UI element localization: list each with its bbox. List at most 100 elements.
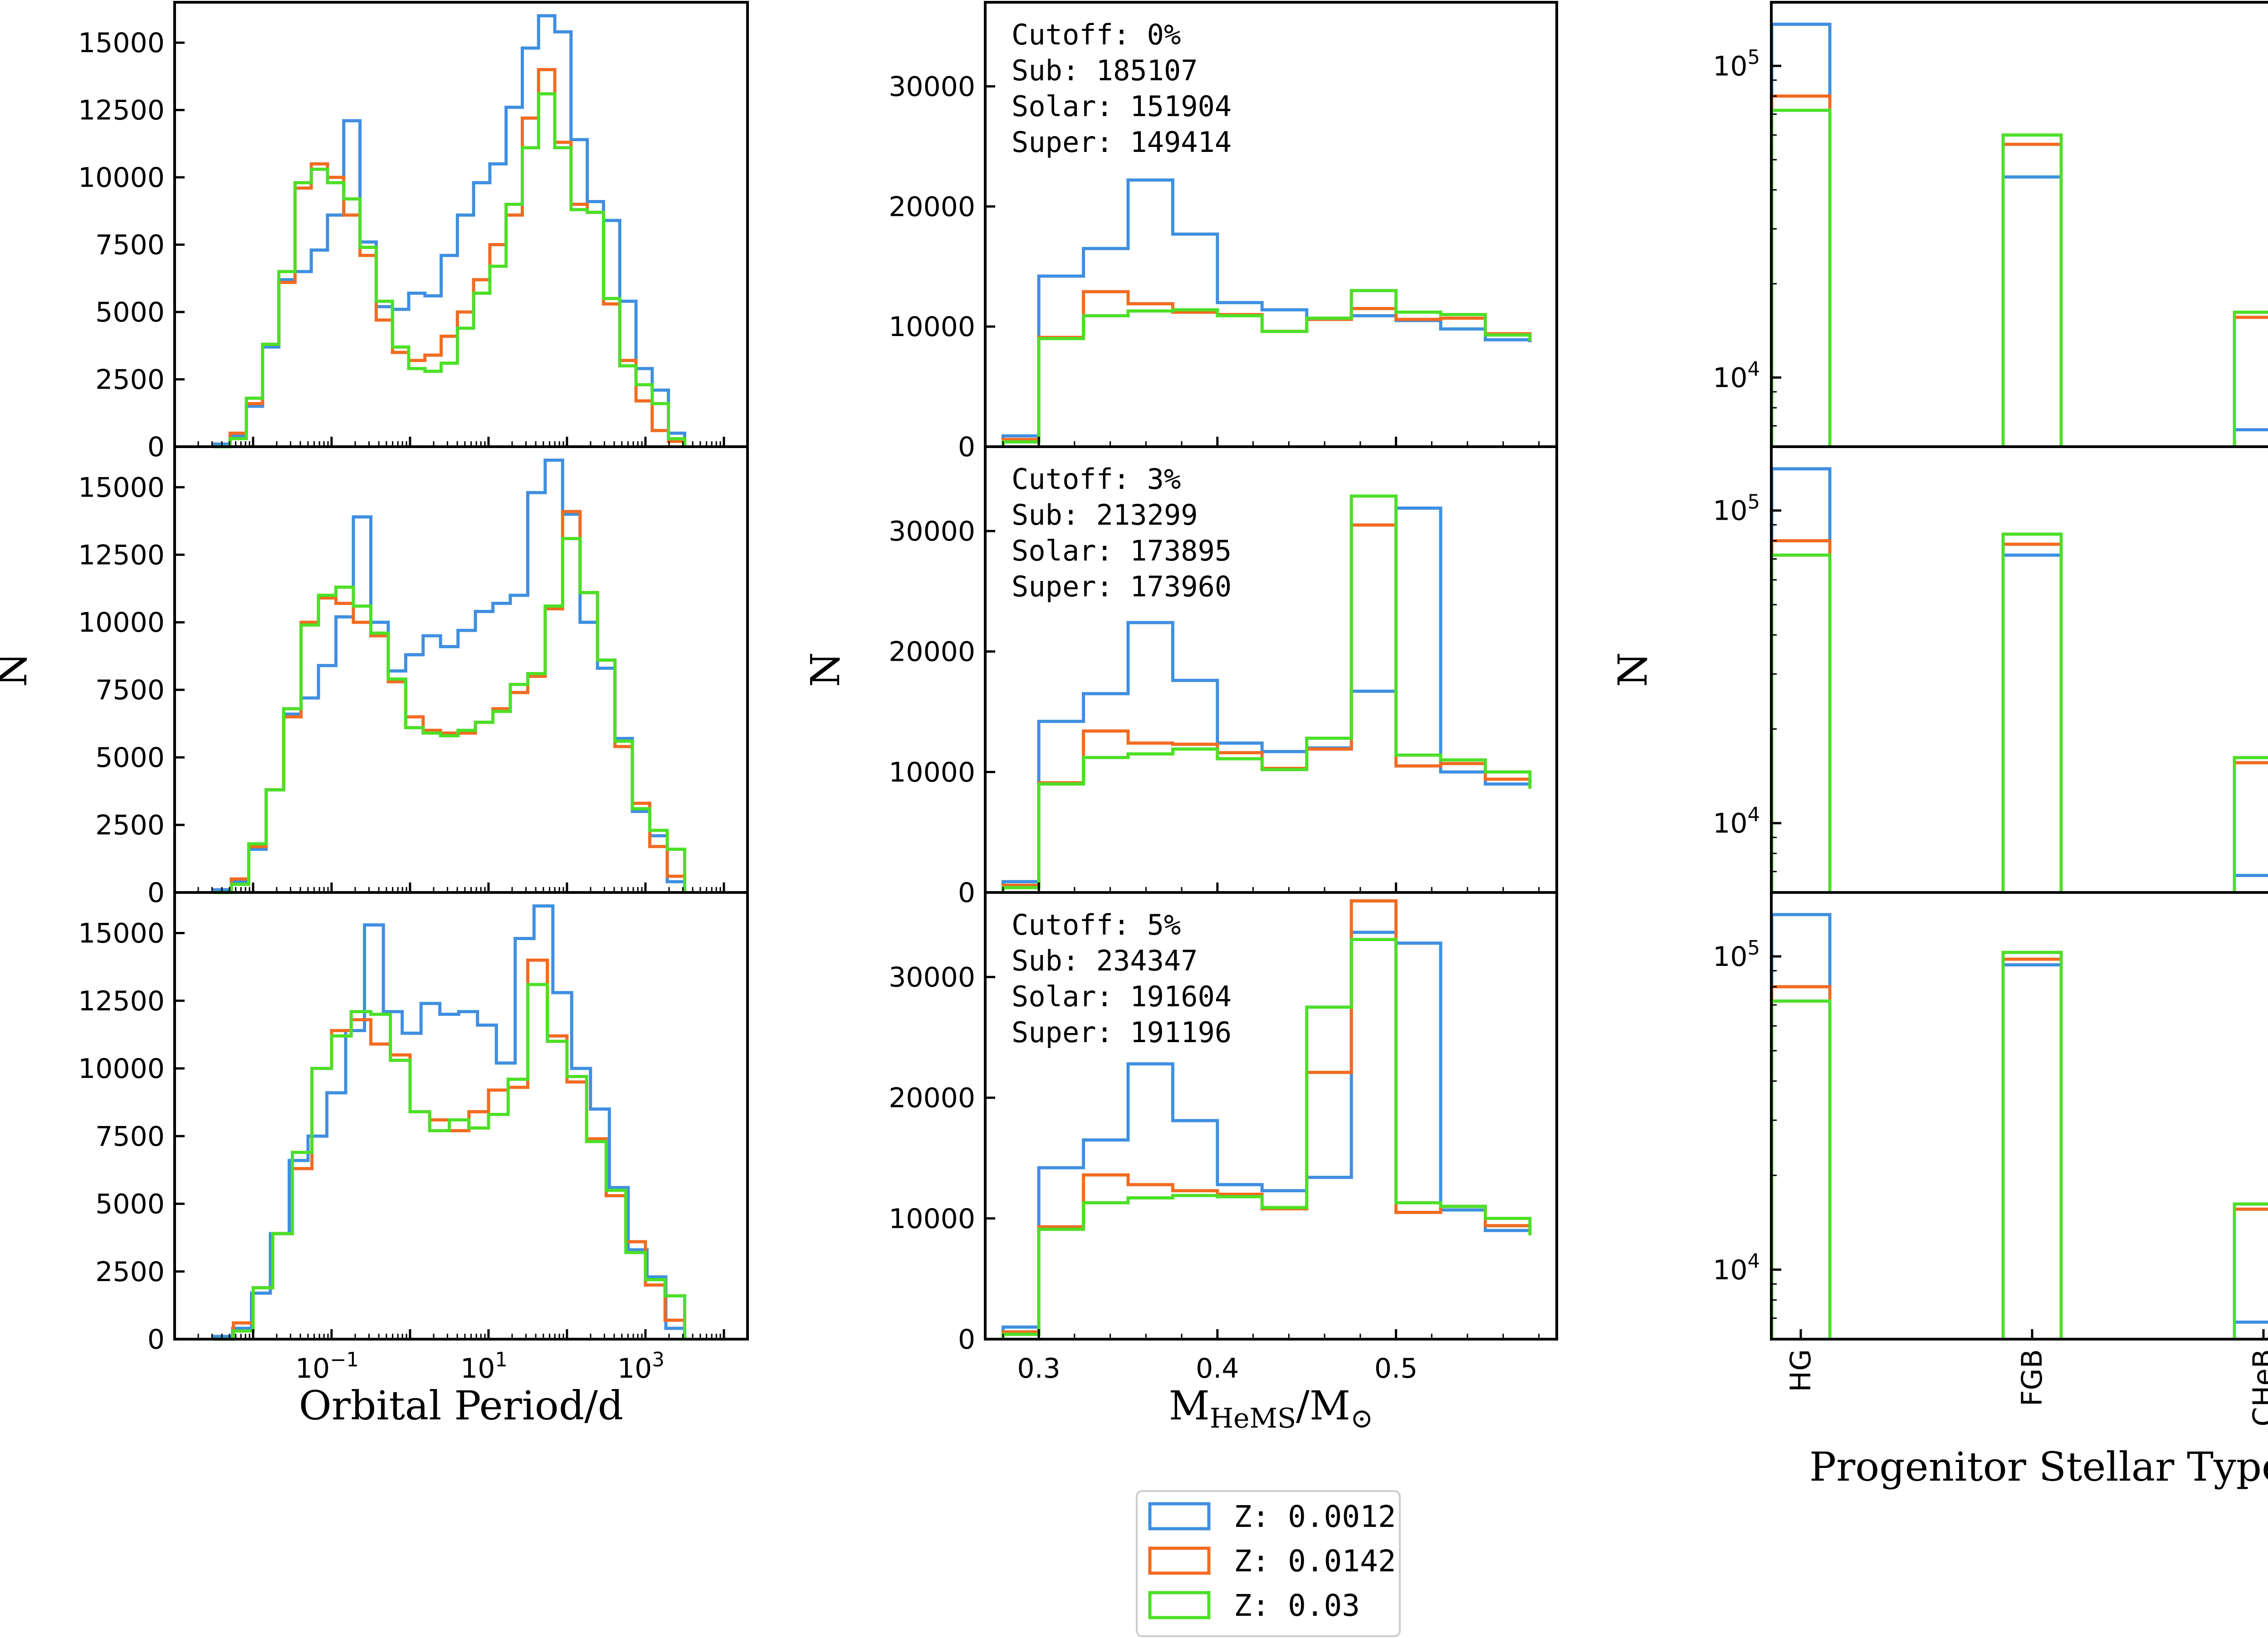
bar-FGB-Z00012 (2001, 175, 2063, 447)
panel-mass-cutoff-5: 0 10000 20000 30000 0.3 0.4 0.5 Cutoff: 5%Sub: … (889, 891, 1558, 1434)
y-tick-label: 12500 (78, 95, 165, 127)
y-tick-label: 2500 (95, 1256, 165, 1288)
annotation-line: Cutoff: 3% (1012, 463, 1181, 496)
series-line-Z00012 (212, 458, 686, 892)
series-line-Z00012 (1001, 507, 1532, 892)
x-tick-label: 0.3 (1017, 1353, 1060, 1384)
y-tick-label: 30000 (889, 516, 975, 547)
bar-CHeB-Z00012 (2233, 428, 2268, 447)
y-tick-label: 104 (1713, 1250, 1760, 1286)
y-tick-label: 5000 (95, 297, 165, 328)
annotation-line: Sub: 234347 (1012, 944, 1198, 977)
legend-label: Z: 0.0142 (1234, 1544, 1396, 1579)
y-axis-label: N (802, 652, 849, 687)
axes-frame (1770, 445, 2268, 894)
series-line-Z00142 (214, 68, 686, 448)
bar-CHeB-Z003 (2233, 1202, 2268, 1339)
bar-CHeB-Z00142 (2233, 761, 2268, 892)
y-tick-label: 30000 (889, 961, 975, 993)
x-tick-label-FGB: FGB (2015, 1349, 2048, 1406)
x-tick-label: 0.5 (1374, 1353, 1418, 1384)
y-axis-label: N (0, 652, 36, 687)
annotation-line: Cutoff: 0% (1012, 18, 1181, 51)
bar-HG-Z00142 (1770, 539, 1832, 892)
y-tick-label: 104 (1713, 358, 1760, 394)
bar-HG-Z00012 (1770, 913, 1832, 1339)
y-tick-label: 10000 (889, 756, 975, 788)
bar-HG-Z00142 (1770, 985, 1832, 1339)
y-tick-label: 20000 (889, 191, 975, 223)
y-tick-label: 10000 (889, 311, 975, 343)
annotation-line: Cutoff: 5% (1012, 908, 1181, 941)
annotation-line: Solar: 151904 (1012, 90, 1232, 123)
y-tick-label: 105 (1713, 491, 1760, 527)
legend-label: Z: 0.03 (1234, 1588, 1360, 1623)
panel-type-cutoff-5: HG FGB CHeB Progenitor Stellar Type (1770, 891, 2268, 1490)
bar-HG-Z003 (1770, 999, 1832, 1339)
annotation-line: Solar: 173895 (1012, 534, 1232, 567)
y-tick-label: 12500 (78, 539, 165, 571)
bar-HG-Z00012 (1770, 23, 1832, 447)
y-tick-label: 2500 (95, 364, 165, 396)
series-line-Z003 (214, 983, 686, 1341)
legend-swatch (1148, 1546, 1211, 1575)
x-axis-label: Progenitor Stellar Type (1809, 1443, 2268, 1490)
axes-frame (984, 891, 1558, 1341)
axes-frame (173, 1, 749, 448)
annotation-line: Sub: 213299 (1012, 498, 1198, 531)
bar-HG-Z00012 (1770, 467, 1832, 892)
panel-period-cutoff-5: 0 2500 5000 7500 10000 12500 15000 Orbital Peri… (78, 891, 749, 1429)
annotation-line: Solar: 191604 (1012, 980, 1232, 1013)
bar-CHeB-Z00012 (2233, 874, 2268, 892)
legend-swatch (1148, 1502, 1211, 1531)
y-tick-label: 0 (147, 1324, 165, 1355)
legend-swatch (1148, 1591, 1211, 1619)
series-line-Z00012 (212, 14, 686, 447)
panel-mass-cutoff-3: 0 10000 20000 30000 Cutoff: 3%Sub: 213299Sol… (802, 445, 1558, 909)
axes-frame (173, 445, 749, 894)
series-line-Z00012 (212, 904, 686, 1339)
annotation-line: Super: 149414 (1012, 126, 1232, 159)
y-axis-label: N (1609, 652, 1656, 687)
bar-HG-Z003 (1770, 108, 1832, 447)
series-line-Z003 (1001, 289, 1532, 447)
panel-type-cutoff-0 (1770, 1, 2268, 448)
bar-FGB-Z003 (2001, 951, 2063, 1339)
y-tick-label: 0 (958, 431, 975, 463)
series-line-Z003 (1001, 494, 1532, 892)
y-tick-label: 104 (1713, 804, 1760, 839)
series-line-Z003 (214, 537, 686, 894)
series-line-Z00142 (214, 958, 686, 1341)
y-tick-label: 0 (958, 877, 975, 909)
x-tick-label: 10−1 (295, 1349, 359, 1384)
y-tick-label: 15000 (78, 27, 165, 59)
bar-FGB-Z003 (2001, 532, 2063, 892)
bar-FGB-Z00012 (2001, 553, 2063, 892)
bar-FGB-Z00142 (2001, 142, 2063, 447)
y-tick-label: 105 (1713, 937, 1760, 973)
bar-HG-Z003 (1770, 553, 1832, 892)
bar-HG-Z00142 (1770, 94, 1832, 447)
legend-label: Z: 0.0012 (1234, 1499, 1396, 1534)
annotation-line: Sub: 185107 (1012, 54, 1198, 87)
bar-FGB-Z00142 (2001, 957, 2063, 1339)
panel-mass-cutoff-0: 0 10000 20000 30000 Cutoff: 0%Sub: 185107Sol… (889, 1, 1558, 463)
series-line-Z003 (214, 92, 686, 448)
x-tick-label-CHeB: CHeB (2247, 1349, 2268, 1427)
y-tick-label: 10000 (78, 1053, 165, 1085)
bar-CHeB-Z00142 (2233, 316, 2268, 447)
y-tick-label: 7500 (95, 674, 165, 706)
x-tick-label: 0.4 (1196, 1353, 1239, 1384)
y-tick-label: 15000 (78, 472, 165, 503)
y-tick-label: 0 (958, 1324, 975, 1355)
y-tick-label: 30000 (889, 71, 975, 102)
bar-FGB-Z003 (2001, 133, 2063, 447)
y-tick-label: 7500 (95, 229, 165, 261)
y-tick-label: 20000 (889, 636, 975, 668)
annotation-line: Super: 191196 (1012, 1016, 1232, 1049)
panel-period-cutoff-3: 0 2500 5000 7500 10000 12500 15000 N (0, 445, 749, 909)
axes-frame (173, 891, 749, 1341)
y-tick-label: 10000 (78, 162, 165, 194)
bar-CHeB-Z003 (2233, 311, 2268, 447)
